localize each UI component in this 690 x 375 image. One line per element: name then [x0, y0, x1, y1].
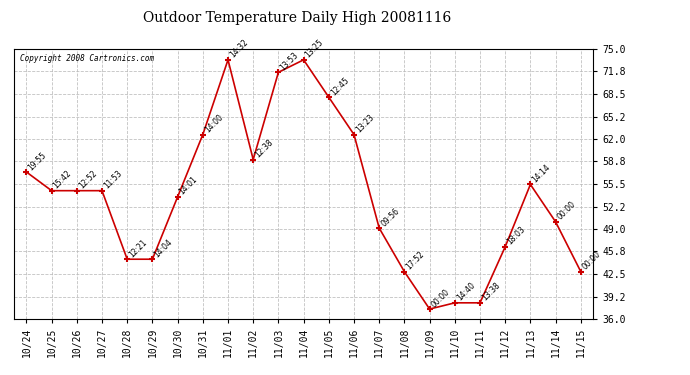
Text: 12:21: 12:21 — [127, 238, 149, 259]
Text: 12:38: 12:38 — [253, 138, 275, 159]
Text: 13:38: 13:38 — [480, 281, 502, 303]
Text: 14:00: 14:00 — [203, 113, 225, 135]
Text: 11:53: 11:53 — [102, 169, 124, 190]
Text: 14:04: 14:04 — [152, 237, 175, 259]
Text: 00:00: 00:00 — [430, 287, 451, 309]
Text: 12:52: 12:52 — [77, 169, 99, 190]
Text: 15:42: 15:42 — [52, 169, 73, 190]
Text: 14:32: 14:32 — [228, 38, 250, 60]
Text: 00:00: 00:00 — [555, 200, 578, 222]
Text: 18:03: 18:03 — [505, 225, 527, 247]
Text: Copyright 2008 Cartronics.com: Copyright 2008 Cartronics.com — [19, 54, 154, 63]
Text: 19:55: 19:55 — [26, 150, 48, 172]
Text: 12:45: 12:45 — [329, 75, 351, 97]
Text: 09:56: 09:56 — [380, 206, 401, 228]
Text: Outdoor Temperature Daily High 20081116: Outdoor Temperature Daily High 20081116 — [143, 11, 451, 25]
Text: 00:00: 00:00 — [581, 250, 603, 272]
Text: 13:53: 13:53 — [278, 51, 300, 72]
Text: 14:01: 14:01 — [177, 175, 199, 197]
Text: 14:14: 14:14 — [531, 163, 552, 184]
Text: 13:25: 13:25 — [304, 38, 326, 60]
Text: 14:40: 14:40 — [455, 281, 477, 303]
Text: 17:52: 17:52 — [404, 250, 426, 272]
Text: 13:23: 13:23 — [354, 113, 376, 135]
